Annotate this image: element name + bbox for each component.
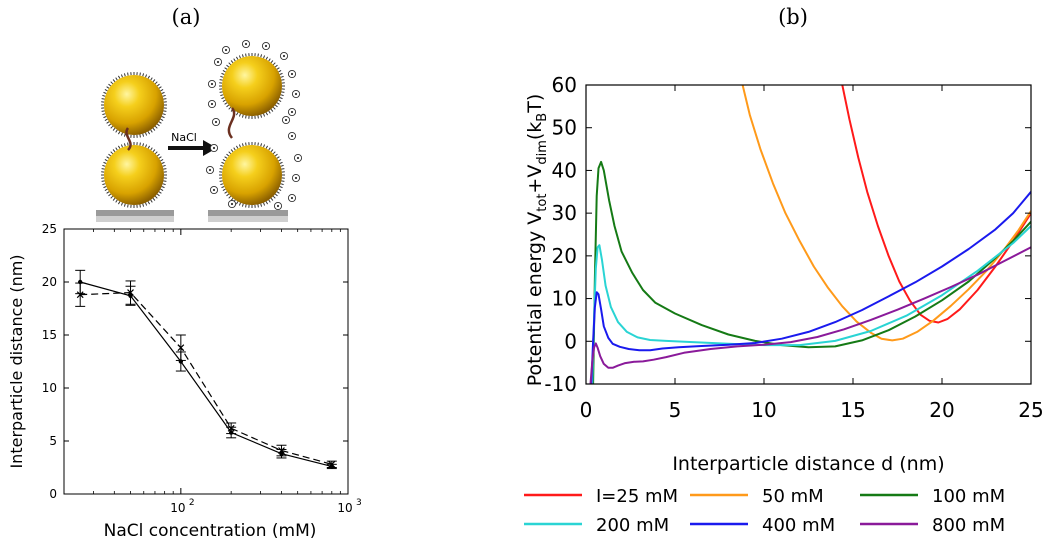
chart-a-series-solid xyxy=(80,281,332,467)
chart-a-point xyxy=(328,460,336,468)
ion-6 xyxy=(287,107,297,117)
chart-a-ytick-label: 20 xyxy=(42,275,57,289)
legend-label: I=25 mM xyxy=(596,486,678,507)
chart-a-point xyxy=(177,344,185,352)
chart-a-xtick-exponent: 2 xyxy=(189,498,195,508)
chart-b-ytick-label: 50 xyxy=(552,116,577,140)
chart-a-xtick-label: 10 xyxy=(170,501,185,515)
legend-label: 50 mM xyxy=(762,486,824,507)
chart-a: 0 5 10 15 20 25 10 2 10 3 NaCl concentration (mM) I… xyxy=(7,222,362,541)
chart-a-ytick-label: 0 xyxy=(49,487,57,501)
ion-18 xyxy=(227,199,237,209)
panel-a-label: (a) xyxy=(172,5,201,29)
substrate-right xyxy=(208,210,288,222)
chart-b-ytick-label: 20 xyxy=(552,244,577,268)
nanoparticle-bottom-right xyxy=(219,142,285,208)
chart-a-ytick-label: 10 xyxy=(42,381,57,395)
ion-14 xyxy=(287,193,297,203)
substrate-left xyxy=(96,210,174,222)
chart-b-series-line xyxy=(589,246,1031,384)
ion-3 xyxy=(279,51,289,61)
chart-b-ytick-label: 30 xyxy=(552,201,577,225)
ion-20 xyxy=(281,115,291,125)
panel-b-label: (b) xyxy=(778,5,808,29)
legend-item: 50 mM xyxy=(690,486,824,507)
legend-label: 100 mM xyxy=(932,486,1005,507)
ion-16 xyxy=(205,165,215,175)
schematic-illustration: NaCl xyxy=(96,39,303,222)
chart-a-ytick-label: 5 xyxy=(49,434,57,448)
ion-11 xyxy=(287,131,297,141)
ion-5 xyxy=(291,89,301,99)
chart-b-series-line xyxy=(741,85,1031,342)
chart-b-xtick-label: 0 xyxy=(580,398,593,422)
ion-4 xyxy=(287,69,297,79)
linker-right xyxy=(227,107,236,139)
chart-b-series-line xyxy=(841,85,1031,324)
chart-a-xtick-exponent: 3 xyxy=(356,498,362,508)
chart-a-ytick-label: 15 xyxy=(42,328,57,342)
chart-b-ytick-label: 40 xyxy=(552,158,577,182)
chart-a-frame xyxy=(63,228,349,495)
chart-b-series-line xyxy=(592,160,1031,384)
ion-19 xyxy=(273,201,283,211)
chart-b-ytick-label: 60 xyxy=(552,73,577,97)
chart-a-xtick-label: 10 xyxy=(337,501,352,515)
chart-b-ytick-label: 10 xyxy=(552,287,577,311)
chart-b-legend: I=25 mM 50 mM 100 mM 200 mM 400 mM 800 mM xyxy=(524,486,1005,536)
chart-a-point xyxy=(76,291,84,299)
chart-a-ylabel: Interparticle distance (nm) xyxy=(7,254,26,468)
chart-b-ytick-label: -10 xyxy=(544,372,577,396)
chart-b-series-line xyxy=(591,225,1031,384)
ion-0 xyxy=(221,45,231,55)
ion-15 xyxy=(209,143,219,153)
chart-b-ylabel: Potential energy Vtot+Vdim(kBT) xyxy=(524,94,550,387)
nanoparticle-top-right xyxy=(219,53,285,119)
chart-a-point xyxy=(127,289,134,297)
legend-item: 400 mM xyxy=(690,515,835,536)
linker-left xyxy=(125,127,132,151)
ion-1 xyxy=(241,39,251,49)
chart-a-ytick-label: 25 xyxy=(42,222,57,236)
ion-7 xyxy=(213,57,223,67)
chart-a-point xyxy=(227,424,235,432)
legend-label: 800 mM xyxy=(932,515,1005,536)
chart-b-xlabel: Interparticle distance d (nm) xyxy=(672,453,944,475)
nanoparticle-top-left xyxy=(101,72,167,138)
chart-b-xtick-label: 15 xyxy=(840,398,865,422)
legend-label: 400 mM xyxy=(762,515,835,536)
chart-a-point xyxy=(278,447,285,454)
ion-2 xyxy=(261,41,271,51)
chart-a-series-dashed xyxy=(80,291,332,465)
chart-b-xtick-label: 10 xyxy=(751,398,776,422)
chart-b-ytick-label: 0 xyxy=(564,329,577,353)
chart-b-xtick-label: 20 xyxy=(929,398,954,422)
nanoparticle-bottom-left xyxy=(101,142,167,208)
ion-12 xyxy=(293,153,303,163)
chart-b-frame xyxy=(585,84,1032,385)
chart-b-xtick-label: 5 xyxy=(669,398,682,422)
chart-b-series-line xyxy=(590,191,1031,384)
ion-9 xyxy=(207,99,217,109)
legend-label: 200 mM xyxy=(596,515,669,536)
legend-item: 200 mM xyxy=(524,515,669,536)
ion-17 xyxy=(209,185,219,195)
legend-item: I=25 mM xyxy=(524,486,678,507)
ion-8 xyxy=(207,79,217,89)
ion-13 xyxy=(291,173,301,183)
legend-item: 100 mM xyxy=(860,486,1005,507)
nacl-arrow-label: NaCl xyxy=(171,131,197,144)
chart-b-xtick-label: 25 xyxy=(1018,398,1043,422)
chart-a-xlabel: NaCl concentration (mM) xyxy=(104,521,317,541)
legend-item: 800 mM xyxy=(860,515,1005,536)
ion-10 xyxy=(211,117,221,127)
